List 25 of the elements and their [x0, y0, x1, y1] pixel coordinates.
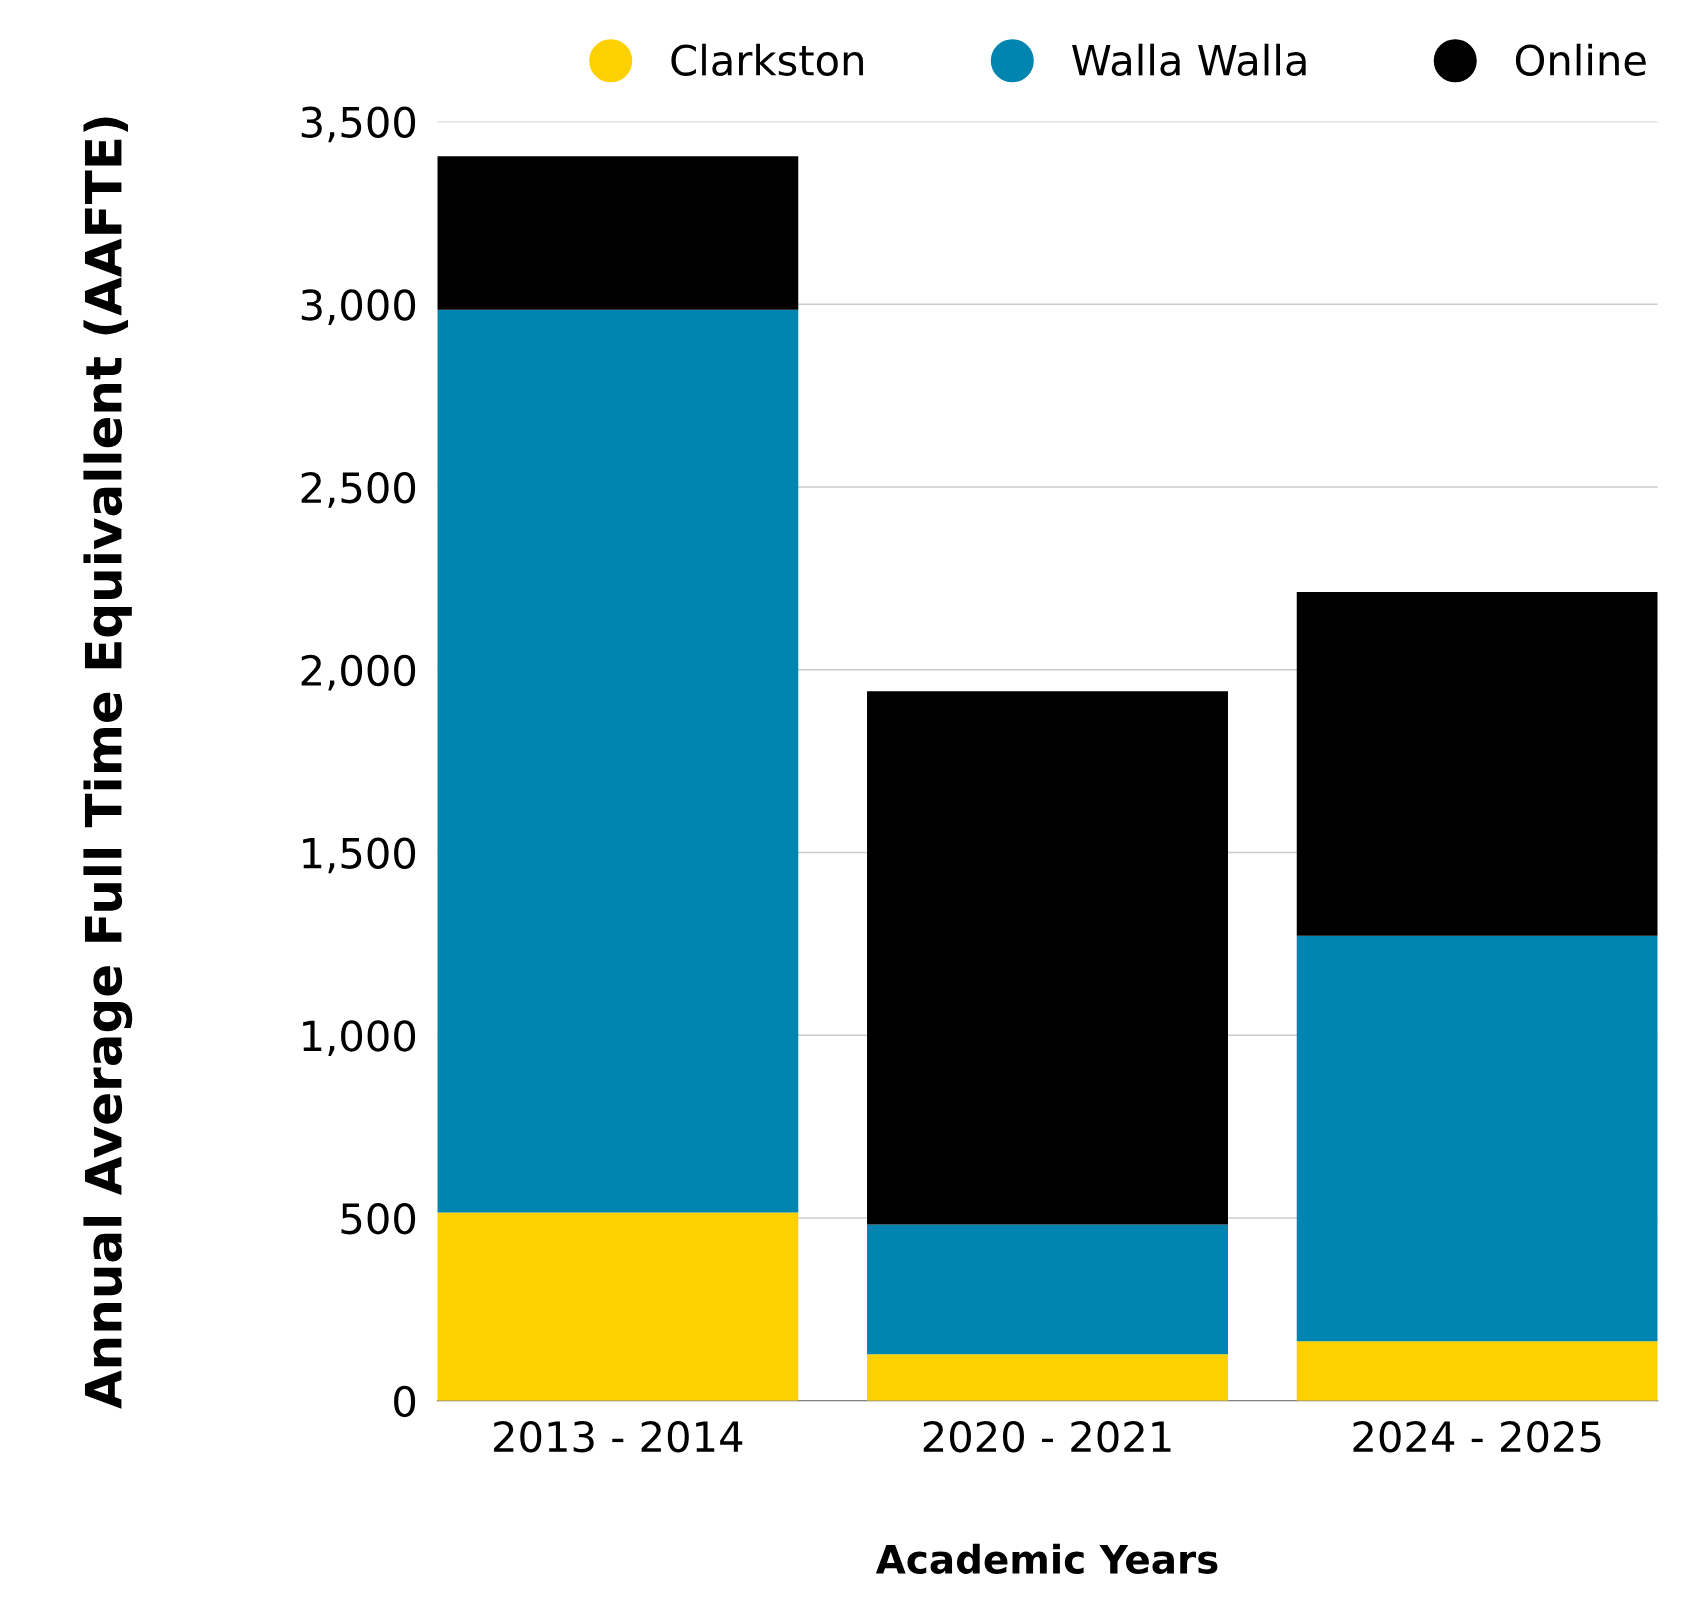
bar [437, 309, 799, 1213]
y-axis-title: Annual Average Full Time Equivallent (AAFTE) [83, 117, 133, 1409]
y-tick-label: 3,000 [301, 289, 416, 325]
y-tick-label: 1,500 [303, 837, 416, 874]
y-tick-label: 2,000 [301, 654, 416, 691]
bar [437, 1212, 799, 1401]
x-tick-label: 2024 - 2025 [1353, 1420, 1601, 1453]
x-tick-label: 2013 - 2014 [494, 1420, 743, 1453]
y-tick-label: 2,500 [301, 471, 416, 508]
bar [1296, 591, 1658, 936]
y-tick-label: 3,500 [301, 106, 416, 143]
bar [867, 1224, 1228, 1355]
bar [1296, 935, 1658, 1342]
legend-label: Clarkston [671, 43, 863, 76]
x-tick-label: 2020 - 2021 [923, 1420, 1171, 1453]
y-tick-label: 1,000 [303, 1020, 416, 1056]
bar [867, 691, 1228, 1225]
y-tick-label: 500 [341, 1202, 416, 1235]
legend-label: Online [1515, 43, 1646, 76]
bar [437, 156, 799, 310]
bar [867, 1354, 1228, 1401]
x-axis-title: Academic Years [875, 1543, 1218, 1574]
bar [1296, 1341, 1658, 1401]
y-tick-label: 0 [394, 1385, 416, 1418]
legend-label: Walla Walla [1072, 43, 1306, 76]
